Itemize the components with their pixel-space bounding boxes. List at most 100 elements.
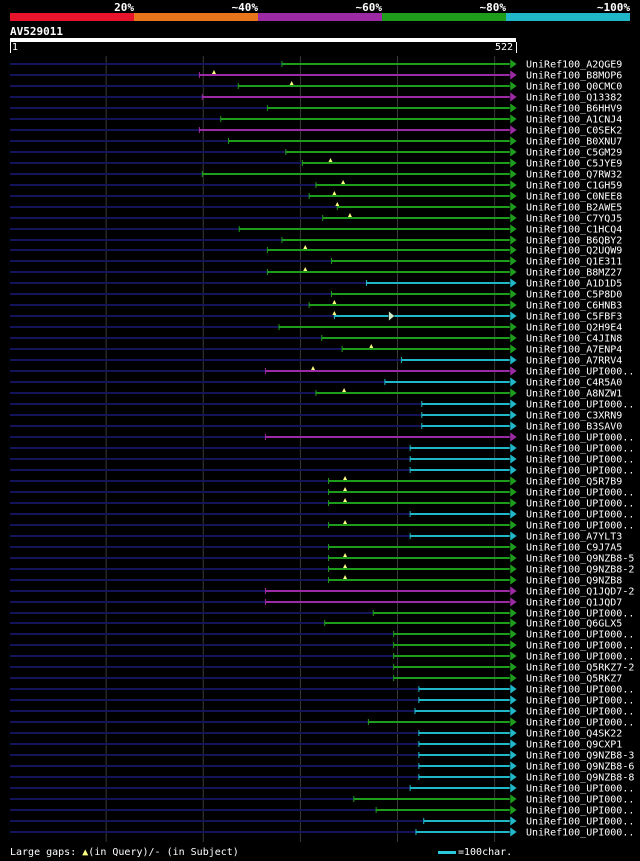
hit-label: UniRef100_Q9NZB8-3	[526, 751, 634, 762]
hit-end-arrow	[509, 124, 518, 136]
hit-end-arrow	[509, 157, 518, 169]
hit-end-arrow	[509, 442, 518, 454]
hit-end-arrow	[509, 91, 518, 103]
hit-label: UniRef100_Q13382	[526, 93, 622, 104]
hit-label: UniRef100_Q1JQD7-2	[526, 587, 634, 598]
hit-end-arrow	[509, 387, 518, 399]
legend-segment	[506, 13, 630, 21]
axis-end-label: 522	[495, 42, 514, 53]
hit-label: UniRef100_A2QGE9	[526, 60, 622, 71]
hit-end-arrow	[509, 475, 518, 487]
hit-end-arrow	[509, 804, 518, 816]
hit-end-arrow	[509, 749, 518, 761]
hit-label: UniRef100_C4R5A0	[526, 378, 622, 389]
hit-label: UniRef100_UPI000..	[526, 433, 634, 444]
hit-label: UniRef100_Q9NZB8-2	[526, 565, 634, 576]
hit-end-arrow	[509, 354, 518, 366]
hit-label: UniRef100_Q1E311	[526, 257, 622, 268]
hit-label: UniRef100_UPI000..	[526, 817, 634, 828]
hit-end-arrow	[509, 277, 518, 289]
query-gap-marker	[332, 311, 337, 315]
query-gap-marker	[303, 267, 308, 271]
hit-end-arrow	[509, 793, 518, 805]
hit-label: UniRef100_UPI000..	[526, 707, 634, 718]
hit-end-arrow	[509, 69, 518, 81]
hit-end-arrow	[509, 782, 518, 794]
hit-label: UniRef100_C0NEE8	[526, 192, 622, 203]
hit-end-arrow	[509, 585, 518, 597]
hit-end-arrow	[509, 826, 518, 838]
hit-label: UniRef100_A1CNJ4	[526, 115, 622, 126]
hit-label: UniRef100_B2AWE5	[526, 203, 622, 214]
axis-tick-end	[516, 42, 517, 53]
hit-label: UniRef100_UPI000..	[526, 521, 634, 532]
query-gap-marker	[311, 366, 316, 370]
hit-label: UniRef100_C5P8D0	[526, 290, 622, 301]
query-gap-marker	[369, 344, 374, 348]
hit-label: UniRef100_UPI000..	[526, 630, 634, 641]
scale-bar-icon	[438, 850, 456, 854]
hit-end-arrow	[509, 486, 518, 498]
hit-label: UniRef100_Q9NZB8-6	[526, 762, 634, 773]
in-query-label: (in Query)/	[88, 847, 155, 858]
hit-label: UniRef100_UPI000..	[526, 828, 634, 839]
hit-label: UniRef100_C1GH59	[526, 181, 622, 192]
hit-label: UniRef100_B0XNU7	[526, 137, 622, 148]
hit-end-arrow	[509, 541, 518, 553]
hit-label: UniRef100_Q9NZB8-8	[526, 773, 634, 784]
legend-label: ~80%	[479, 1, 507, 14]
hit-label: UniRef100_A7ENP4	[526, 345, 622, 356]
hit-label: UniRef100_UPI000..	[526, 455, 634, 466]
hit-end-arrow	[509, 179, 518, 191]
hit-label: UniRef100_UPI000..	[526, 795, 634, 806]
hit-end-arrow	[509, 760, 518, 772]
hit-end-arrow	[509, 497, 518, 509]
hit-end-arrow	[509, 815, 518, 827]
hit-label: UniRef100_Q9CXP1	[526, 740, 622, 751]
hit-end-arrow	[509, 683, 518, 695]
hit-end-arrow	[509, 617, 518, 629]
hit-end-arrow	[509, 113, 518, 125]
axis-tick-start	[10, 42, 11, 53]
hit-end-arrow	[509, 705, 518, 717]
query-id: AV529011	[10, 25, 63, 38]
hit-label: UniRef100_A8NZW1	[526, 389, 622, 400]
query-gap-marker	[335, 202, 340, 206]
hit-end-arrow	[509, 563, 518, 575]
hit-end-arrow	[509, 288, 518, 300]
hit-end-arrow	[509, 628, 518, 640]
hit-end-arrow	[509, 409, 518, 421]
hit-end-arrow	[509, 596, 518, 608]
query-gap-marker	[303, 245, 308, 249]
query-gap-marker	[332, 191, 337, 195]
hit-label: UniRef100_C3XRN9	[526, 411, 622, 422]
hit-end-arrow	[509, 58, 518, 70]
hit-end-arrow	[509, 190, 518, 202]
hit-end-arrow	[509, 672, 518, 684]
hit-label: UniRef100_UPI000..	[526, 400, 634, 411]
hit-end-arrow	[509, 552, 518, 564]
hit-end-arrow	[509, 607, 518, 619]
hit-label: UniRef100_C7YQJ5	[526, 214, 622, 225]
hit-end-arrow	[509, 244, 518, 256]
hit-end-arrow	[509, 738, 518, 750]
hit-label: UniRef100_C5FBF3	[526, 312, 622, 323]
hit-end-arrow	[509, 255, 518, 267]
hit-label: UniRef100_C5JYE9	[526, 159, 622, 170]
hit-end-arrow	[509, 343, 518, 355]
hit-end-arrow	[509, 519, 518, 531]
hit-end-arrow	[509, 376, 518, 388]
hit-label: UniRef100_UPI000..	[526, 784, 634, 795]
hit-end-arrow	[509, 80, 518, 92]
legend-label: ~40%	[231, 1, 259, 14]
hit-end-arrow	[509, 694, 518, 706]
hit-end-arrow	[509, 464, 518, 476]
query-gap-marker	[343, 498, 348, 502]
hit-label: UniRef100_A7RRV4	[526, 356, 622, 367]
hit-label: UniRef100_Q9NZB8	[526, 576, 622, 587]
hit-label: UniRef100_UPI000..	[526, 806, 634, 817]
in-subject-label: - (in Subject)	[154, 847, 239, 858]
hit-end-arrow	[509, 650, 518, 662]
hit-end-arrow	[509, 146, 518, 158]
